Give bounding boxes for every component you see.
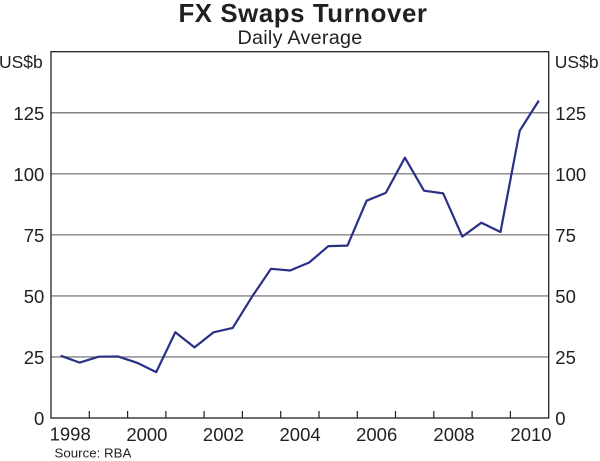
svg-text:75: 75	[555, 225, 576, 246]
svg-text:75: 75	[24, 225, 45, 246]
svg-text:25: 25	[555, 347, 576, 368]
svg-text:2004: 2004	[280, 424, 321, 445]
svg-text:US$b: US$b	[555, 52, 599, 72]
svg-text:125: 125	[13, 103, 44, 124]
svg-text:2000: 2000	[126, 424, 167, 445]
svg-text:2008: 2008	[433, 424, 474, 445]
svg-text:Source: RBA: Source: RBA	[55, 445, 132, 460]
svg-text:1998: 1998	[50, 423, 91, 444]
svg-text:100: 100	[13, 164, 44, 185]
svg-text:2006: 2006	[356, 424, 397, 445]
svg-text:0: 0	[34, 408, 44, 429]
svg-text:125: 125	[555, 103, 586, 124]
svg-text:0: 0	[555, 408, 565, 429]
svg-text:2002: 2002	[203, 424, 244, 445]
svg-text:2010: 2010	[510, 424, 551, 445]
svg-text:50: 50	[24, 286, 45, 307]
svg-text:FX Swaps Turnover: FX Swaps Turnover	[178, 0, 427, 28]
svg-text:Daily Average: Daily Average	[237, 27, 362, 49]
svg-text:100: 100	[555, 164, 586, 185]
svg-text:50: 50	[555, 286, 576, 307]
svg-text:US$b: US$b	[0, 52, 43, 72]
svg-text:25: 25	[24, 347, 45, 368]
